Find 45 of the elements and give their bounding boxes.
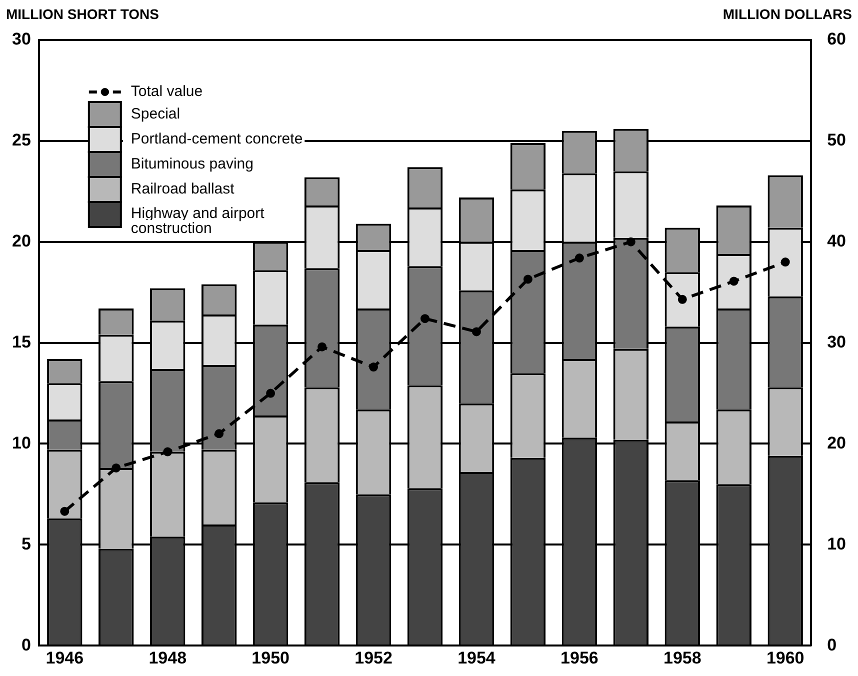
point — [369, 362, 378, 372]
x-tick-label: 1950 — [252, 648, 290, 668]
x-tick-label: 1956 — [560, 648, 598, 668]
point — [780, 258, 790, 267]
point — [626, 237, 636, 246]
point — [729, 276, 738, 286]
y-tick-label: 20 — [12, 232, 31, 251]
y2-tick-label: 0 — [827, 635, 837, 654]
x-tick-label: 1958 — [663, 648, 702, 668]
point — [678, 294, 687, 304]
point — [574, 254, 584, 263]
point — [472, 327, 481, 336]
y-tick-label: 0 — [21, 635, 31, 654]
y2-tick-label: 40 — [827, 232, 846, 251]
y2-tick-label: 30 — [827, 332, 846, 352]
y2-tick-label: 50 — [827, 130, 846, 150]
point — [60, 506, 70, 516]
legend-label: Special — [130, 106, 180, 123]
y-tick-label: 25 — [12, 130, 31, 150]
legend-label: Bituminous paving — [130, 156, 254, 173]
x-tick-label: 1952 — [354, 648, 392, 668]
point — [266, 388, 276, 398]
point — [318, 342, 327, 352]
y-axis-title: MILLION SHORT TONS — [6, 6, 159, 22]
y2-tick-label: 10 — [827, 534, 846, 554]
point — [523, 274, 532, 284]
x-tick-label: 1954 — [458, 648, 496, 668]
point — [163, 447, 172, 456]
legend-label: Railroad ballast — [130, 180, 236, 198]
x-tick-label: 1946 — [46, 648, 84, 668]
y2-tick-label: 60 — [827, 30, 846, 49]
point — [420, 314, 430, 324]
y-tick-label: 5 — [21, 534, 31, 554]
legend-label: Total value — [130, 83, 203, 100]
point — [112, 463, 121, 472]
legend-label: Portland-cement concrete — [130, 130, 303, 148]
x-tick-label: 1948 — [148, 648, 187, 668]
x-tick-label: 1960 — [766, 648, 804, 668]
y-tick-label: 30 — [12, 30, 31, 49]
y2-tick-label: 20 — [827, 433, 846, 452]
point — [214, 429, 224, 438]
y2-axis-title: MILLION DOLLARS — [722, 6, 852, 22]
legend-label: Highway and airport construction — [130, 205, 266, 238]
y-tick-label: 10 — [12, 433, 31, 452]
y-tick-label: 15 — [12, 332, 31, 352]
